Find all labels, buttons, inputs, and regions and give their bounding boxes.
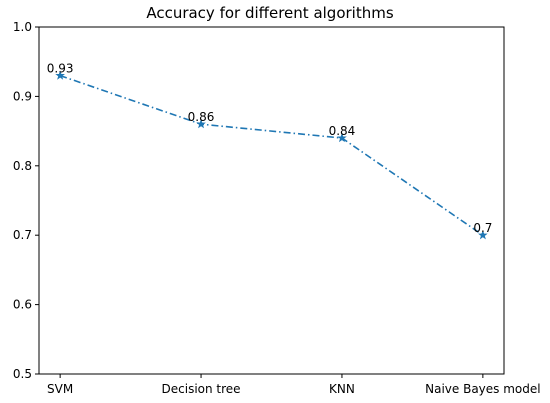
x-tick-label: Decision tree <box>162 382 241 396</box>
data-label: 0.84 <box>329 124 356 138</box>
y-axis: 0.5 0.6 0.7 0.8 0.9 1.0 <box>13 20 39 381</box>
data-point-star <box>337 132 347 143</box>
y-tick-label: 0.7 <box>13 228 32 242</box>
y-tick-label: 0.8 <box>13 159 32 173</box>
series-layer: 0.93 0.86 0.84 0.7 <box>47 62 492 240</box>
chart-title: Accuracy for different algorithms <box>146 4 394 22</box>
data-point-star <box>196 119 206 129</box>
series-line <box>59 74 484 236</box>
y-tick-label: 0.5 <box>13 367 32 381</box>
y-tick-label: 0.9 <box>13 89 32 103</box>
data-label: 0.86 <box>188 110 215 124</box>
x-tick-label: Naive Bayes model <box>425 382 540 396</box>
data-point-star <box>478 230 488 240</box>
x-tick-label: KNN <box>329 382 355 396</box>
y-tick-label: 1.0 <box>13 20 32 34</box>
x-axis: SVM Decision tree KNN Naive Bayes model <box>47 374 541 396</box>
x-tick-label: SVM <box>47 382 73 396</box>
data-label: 0.93 <box>47 62 74 76</box>
data-label: 0.7 <box>473 221 492 235</box>
plot-frame <box>38 26 505 375</box>
data-point-star <box>55 70 65 80</box>
y-tick-label: 0.6 <box>13 298 32 312</box>
